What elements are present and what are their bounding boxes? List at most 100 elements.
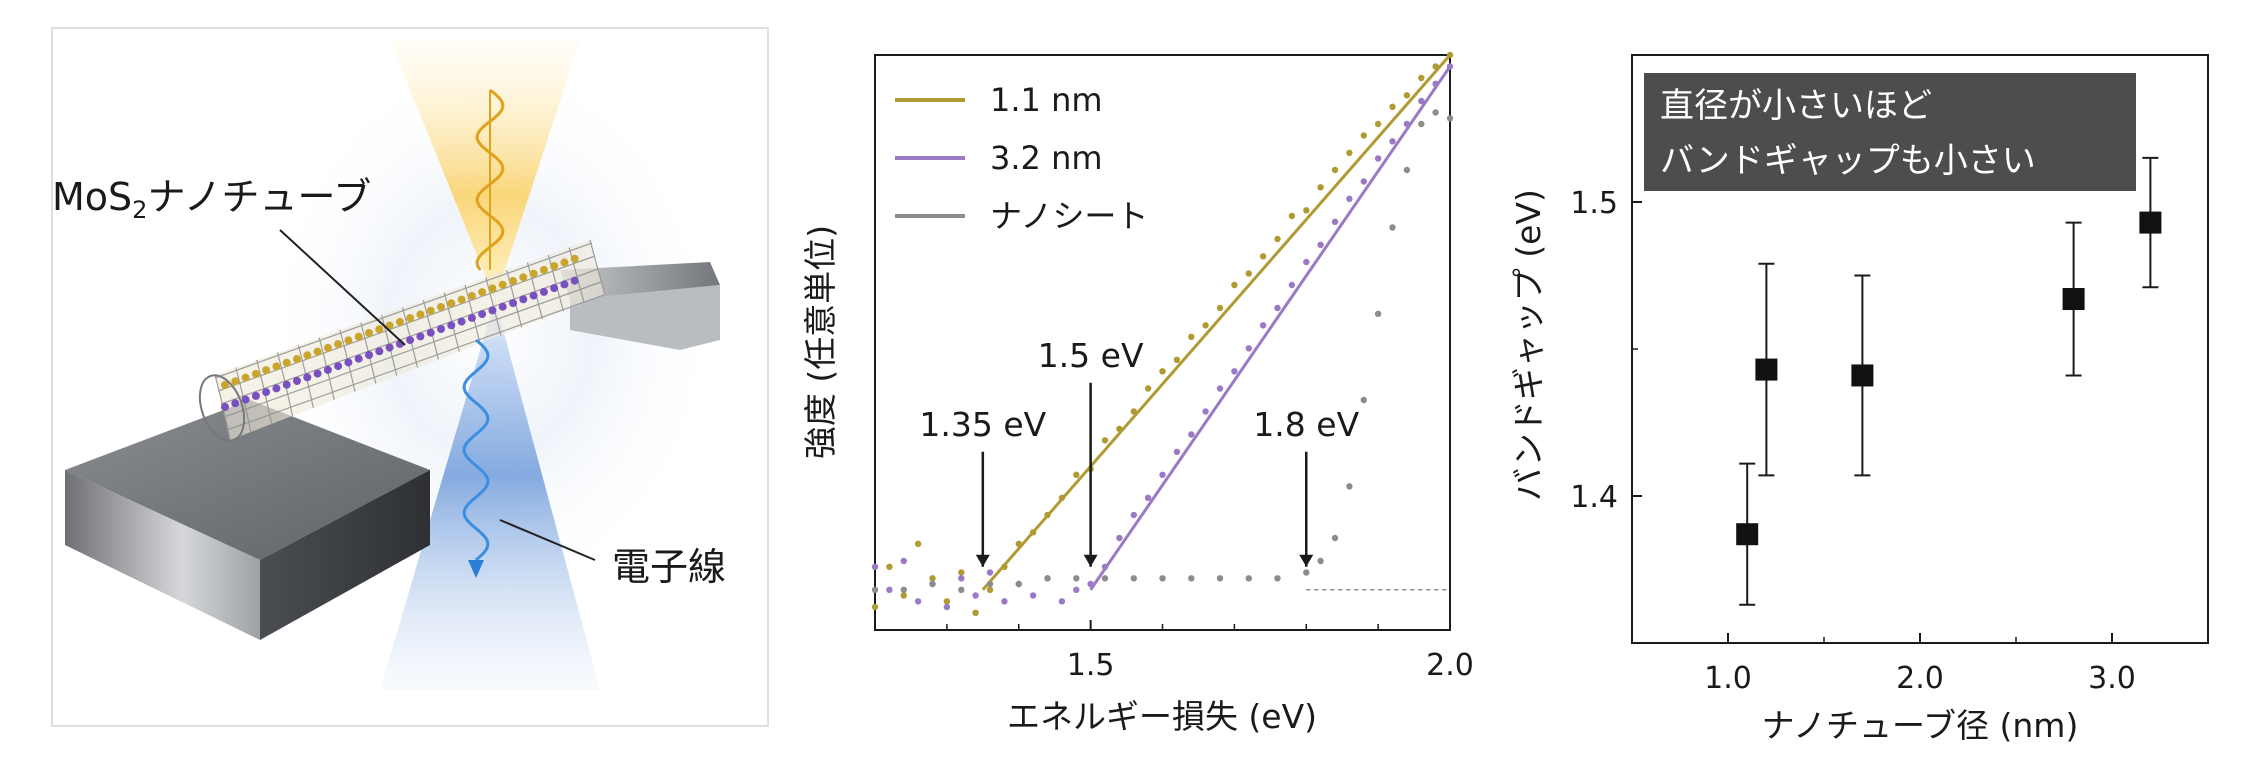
data-point — [1317, 557, 1324, 565]
data-point — [1001, 598, 1008, 605]
data-point — [1144, 494, 1152, 501]
data-point — [1159, 575, 1166, 582]
data-point — [1159, 368, 1166, 375]
data-point — [900, 592, 907, 599]
data-point — [1216, 385, 1224, 392]
onset-arrowhead-icon — [1299, 554, 1314, 567]
atom — [437, 325, 445, 333]
atom — [251, 391, 260, 400]
atom — [519, 295, 528, 304]
atom — [437, 303, 445, 311]
atom — [323, 365, 332, 374]
data-point — [871, 603, 879, 611]
data-point — [1346, 483, 1353, 490]
data-point — [1231, 281, 1238, 289]
y-axis-label: バンドギャップ (eV) — [1509, 189, 1548, 501]
data-point — [1418, 74, 1425, 82]
fit-line — [981, 54, 1452, 591]
x-axis-label: ナノチューブ径 (nm) — [1762, 706, 2079, 745]
square-marker — [1736, 523, 1759, 546]
square-marker — [2139, 211, 2162, 234]
atom — [303, 351, 312, 360]
onset-label: 1.5 eV — [1038, 336, 1144, 375]
data-point — [900, 586, 907, 593]
data-point — [1029, 592, 1037, 599]
annotation-line-1: 直径が小さいほど — [1660, 86, 1932, 126]
data-point — [1755, 262, 1778, 477]
data-point — [1044, 575, 1051, 582]
data-point — [1116, 534, 1123, 542]
beam-arrowhead-icon — [468, 560, 484, 578]
atom — [262, 388, 271, 397]
atom — [539, 287, 548, 296]
atom — [293, 355, 301, 363]
atom — [365, 329, 373, 337]
atom — [550, 284, 559, 293]
x-tick-label: 2.0 — [1426, 648, 1474, 683]
atom — [406, 336, 415, 345]
data-point — [1288, 212, 1296, 220]
data-point — [2139, 156, 2162, 289]
atom — [282, 358, 291, 367]
atom — [426, 306, 435, 315]
bandgap-vs-diameter-chart: 1.0 2.0 3.0 1.4 1.5 直径が小さいほど バンドギャップも小さい ナノチ… — [1509, 54, 2209, 745]
atom — [375, 347, 384, 356]
data-point — [1360, 178, 1368, 185]
data-point — [1432, 109, 1439, 116]
data-point — [1144, 385, 1152, 392]
atom — [488, 284, 497, 293]
atom — [272, 384, 281, 393]
atom — [221, 381, 229, 389]
atom — [385, 343, 394, 352]
data-point — [986, 580, 994, 588]
data-point — [914, 598, 922, 605]
atom — [560, 258, 569, 267]
incident-beam-cone — [390, 40, 580, 300]
atom — [272, 362, 281, 371]
square-marker — [1851, 364, 1874, 387]
atom — [221, 403, 229, 411]
data-point — [1851, 274, 1874, 477]
x-tick-label: 1.0 — [1704, 661, 1752, 696]
data-point — [1331, 166, 1339, 174]
y-tick-label: 1.4 — [1570, 480, 1618, 515]
data-point — [1188, 575, 1195, 582]
data-point — [1374, 155, 1382, 162]
data-point — [986, 586, 994, 593]
atom — [241, 395, 250, 404]
data-point — [1202, 408, 1209, 415]
atom — [426, 328, 435, 337]
x-tick-label: 2.0 — [1896, 661, 1944, 696]
data-point — [929, 580, 936, 588]
atom — [539, 265, 548, 274]
series-2 — [871, 109, 1454, 593]
data-point — [1259, 253, 1267, 260]
data-point — [1389, 138, 1396, 145]
data-point — [1303, 207, 1310, 214]
eels-spectrum-chart: 1.5 2.0 1.35 eV 1.5 eV 1.8 eV 1.1 nm 3.2 nm ナ… — [801, 51, 1474, 736]
atom — [447, 321, 456, 330]
data-point — [871, 586, 879, 593]
beam-leader-line — [499, 519, 596, 561]
atom — [375, 325, 384, 334]
atom — [303, 373, 312, 382]
atom — [529, 269, 538, 278]
data-point — [871, 563, 879, 570]
data-point — [1446, 115, 1454, 122]
data-point — [1130, 575, 1138, 582]
atom — [519, 273, 528, 282]
data-point — [986, 569, 994, 576]
data-point — [1274, 575, 1281, 582]
data-point — [1216, 304, 1224, 312]
square-marker — [2062, 288, 2085, 311]
atom — [344, 358, 353, 367]
data-point — [929, 575, 936, 582]
electron-beam-label: 電子線 — [612, 545, 726, 589]
data-point — [1058, 598, 1066, 605]
data-point — [1331, 534, 1339, 542]
data-point — [1374, 120, 1382, 128]
annotation-background — [1644, 73, 2136, 191]
atom — [334, 340, 343, 349]
onset-arrowhead-icon — [975, 554, 990, 567]
